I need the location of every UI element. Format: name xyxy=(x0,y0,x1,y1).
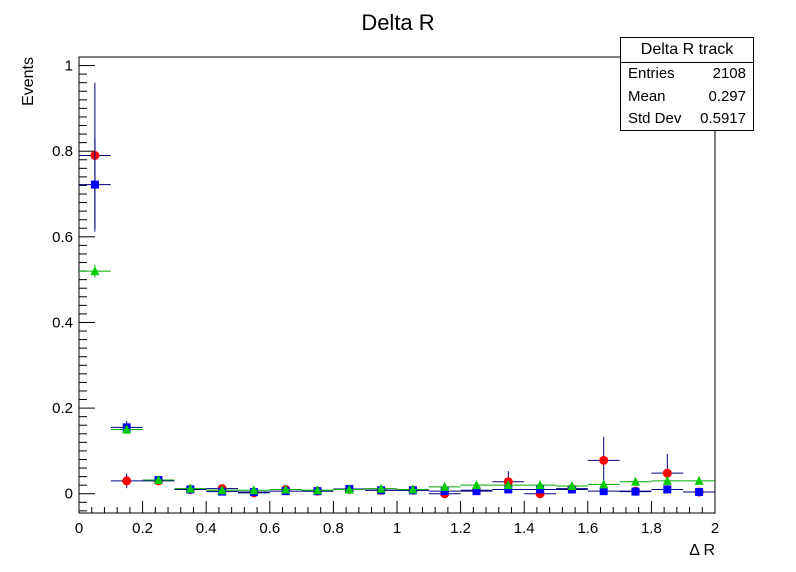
y-axis: 0 0.2 0.4 0.6 0.8 1 xyxy=(52,58,95,512)
x-tick-label: 1.6 xyxy=(577,520,598,537)
y-tick-label: 0.8 xyxy=(52,143,73,160)
chart-title: Delta R xyxy=(361,10,434,35)
stats-row-stddev: Std Dev 0.5917 xyxy=(621,108,753,131)
data-point xyxy=(90,266,100,276)
data-point xyxy=(599,479,609,489)
data-point xyxy=(694,475,704,485)
data-point xyxy=(695,488,704,497)
stats-box: Delta R track Entries 2108 Mean 0.297 St… xyxy=(620,37,754,131)
data-point xyxy=(313,485,322,495)
x-axis: 0 0.2 0.4 0.6 0.8 1 1.2 1.4 1.6 1.8 2 xyxy=(75,501,719,537)
data-point xyxy=(281,484,291,494)
y-tick-label: 0.6 xyxy=(52,229,73,246)
data-point xyxy=(663,485,672,494)
x-tick-label: 0.6 xyxy=(259,520,280,537)
x-tick-label: 2 xyxy=(711,520,719,537)
data-point xyxy=(662,475,672,485)
x-tick-label: 0.4 xyxy=(196,520,217,537)
y-tick-label: 1 xyxy=(65,58,73,75)
data-point xyxy=(472,487,481,496)
data-point xyxy=(662,468,672,478)
data-point xyxy=(408,484,418,494)
x-tick-label: 0 xyxy=(75,520,83,537)
data-point xyxy=(440,487,449,496)
series-circle xyxy=(79,82,715,499)
x-tick-label: 1.8 xyxy=(641,520,662,537)
data-point xyxy=(90,180,99,189)
stats-label: Mean xyxy=(628,87,666,105)
y-tick-label: 0 xyxy=(65,486,73,503)
stats-value: 2108 xyxy=(712,65,746,82)
stats-label: Std Dev xyxy=(628,110,682,127)
x-axis-label: Δ R xyxy=(689,542,715,559)
data-point xyxy=(249,485,259,495)
y-tick-label: 0.2 xyxy=(52,400,73,417)
data-point xyxy=(122,476,132,486)
stats-label: Entries xyxy=(628,65,675,82)
stats-value: 0.5917 xyxy=(700,110,746,127)
x-tick-label: 1.2 xyxy=(450,520,471,537)
data-point xyxy=(376,483,386,493)
data-point xyxy=(536,485,545,494)
data-point xyxy=(503,480,513,490)
data-point xyxy=(344,484,354,494)
data-point xyxy=(535,480,545,490)
y-axis-label: Events xyxy=(20,57,37,106)
data-point xyxy=(122,424,132,434)
x-tick-label: 1 xyxy=(393,520,401,537)
data-point xyxy=(631,476,640,486)
series-triangle xyxy=(79,264,715,495)
stats-row-entries: Entries 2108 xyxy=(621,63,753,86)
data-point xyxy=(472,480,481,490)
stats-row-mean: Mean 0.297 xyxy=(621,86,753,109)
data-marks xyxy=(79,82,715,499)
data-point xyxy=(599,455,609,465)
data-point xyxy=(440,481,450,491)
data-point xyxy=(567,481,577,491)
stats-title: Delta R track xyxy=(621,38,753,63)
data-point xyxy=(154,475,163,485)
x-tick-label: 0.2 xyxy=(132,520,153,537)
stats-value: 0.297 xyxy=(708,87,746,105)
x-tick-label: 1.4 xyxy=(514,520,535,537)
data-point xyxy=(504,485,513,494)
data-point xyxy=(631,487,640,496)
x-tick-label: 0.8 xyxy=(323,520,344,537)
y-tick-label: 0.4 xyxy=(52,314,73,331)
series-square xyxy=(79,137,715,497)
data-point xyxy=(185,483,195,493)
data-point xyxy=(599,487,608,496)
data-point xyxy=(217,485,227,495)
